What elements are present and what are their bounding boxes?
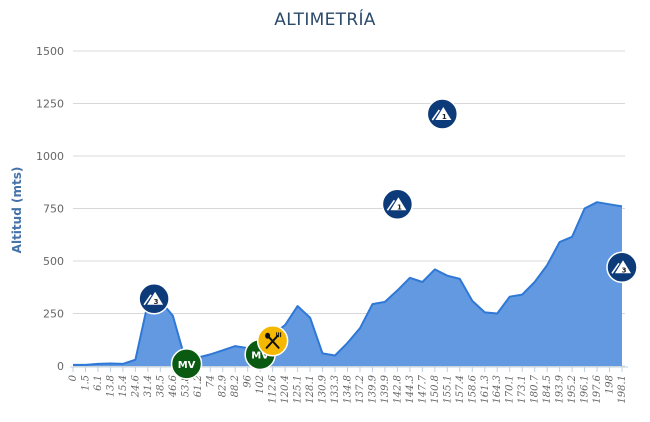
x-tick-label: 61.2	[193, 375, 204, 397]
mountain-icon: 3	[143, 291, 164, 306]
x-tick-label: 139.9	[367, 374, 378, 403]
x-tick-label: 173.1	[517, 375, 528, 404]
mv-label: MV	[251, 350, 269, 361]
mountain-marker[interactable]: 1	[426, 98, 459, 130]
x-tick-label: 133.3	[330, 375, 341, 404]
chart-title: ALTIMETRÍA	[274, 10, 376, 30]
x-tick-label: 112.6	[268, 374, 279, 403]
y-tick-label: 0	[57, 360, 64, 373]
x-tick-label: 130.9	[318, 374, 329, 403]
x-axis: 0 1.5 6.1 13.8 15.4 24.6 31.4 38.5 46.6 53.8 61.2 7…	[68, 366, 628, 404]
x-tick-label: 195.2	[567, 375, 578, 404]
y-tick-label: 1250	[36, 98, 64, 111]
x-tick-label: 197.6	[592, 374, 603, 403]
x-tick-label: 158.6	[467, 374, 478, 403]
x-tick-label: 161.3	[480, 375, 491, 404]
x-tick-label: 1.5	[80, 375, 91, 391]
x-tick-label: 147.7	[417, 374, 428, 403]
x-tick-label: 31.4	[143, 375, 154, 397]
category-label: 3	[154, 298, 159, 306]
y-tick-label: 1000	[36, 150, 64, 163]
category-label: 1	[397, 203, 402, 211]
fork-knife-icon	[265, 332, 282, 349]
x-tick-label: 196.1	[580, 375, 591, 404]
mv-marker[interactable]: MV	[170, 348, 203, 380]
x-tick-label: 24.6	[130, 374, 141, 398]
x-tick-label: 96	[243, 374, 254, 387]
x-tick-label: 137.2	[355, 375, 366, 404]
x-tick-label: 13.8	[105, 375, 116, 397]
x-tick-label: 102	[255, 375, 266, 394]
x-tick-label: 6.1	[93, 375, 104, 391]
mountain-marker[interactable]: 1	[381, 188, 414, 221]
mountain-marker[interactable]: 3	[606, 251, 638, 284]
x-tick-label: 88.2	[230, 375, 241, 397]
x-tick-label: 74	[205, 375, 216, 388]
y-tick-label: 500	[43, 255, 64, 268]
x-tick-label: 142.8	[392, 375, 403, 404]
x-tick-label: 15.4	[118, 375, 129, 397]
elevation-area	[73, 202, 622, 366]
x-tick-label: 155.1	[442, 375, 453, 404]
x-tick-label: 125.1	[293, 375, 304, 404]
x-tick-label: 134.8	[343, 375, 354, 404]
y-tick-label: 250	[43, 308, 64, 321]
y-axis-label: Altitud (mts)	[10, 167, 24, 254]
category-label: 3	[622, 266, 627, 274]
x-tick-label: 170.1	[505, 375, 516, 404]
x-tick-label: 128.1	[305, 375, 316, 404]
x-tick-label: 46.6	[168, 374, 179, 398]
mountain-marker[interactable]: 3	[138, 283, 170, 315]
x-tick-label: 144.3	[405, 375, 416, 404]
mountain-icon: 1	[386, 197, 407, 211]
x-tick-label: 198.1	[617, 375, 628, 404]
mv-label: MV	[178, 360, 196, 371]
x-tick-label: 53.8	[180, 375, 191, 397]
x-tick-label: 0	[68, 374, 79, 381]
y-tick-label: 750	[43, 203, 64, 216]
x-tick-label: 157.4	[455, 375, 466, 404]
markers: 3 MV MV 1 1 3	[138, 98, 638, 380]
x-tick-label: 180.7	[530, 374, 541, 403]
x-tick-label: 82.9	[218, 374, 229, 397]
food-marker[interactable]	[256, 325, 289, 357]
x-tick-label: 198	[605, 375, 616, 394]
x-tick-label: 193.9	[555, 374, 566, 403]
x-tick-label: 164.3	[492, 375, 503, 404]
mountain-icon: 1	[431, 107, 452, 121]
category-label: 1	[442, 113, 447, 121]
x-tick-label: 150.8	[430, 375, 441, 404]
mountain-icon: 3	[611, 260, 631, 274]
x-tick-label: 184.5	[542, 375, 553, 404]
x-tick-label: 38.5	[155, 375, 166, 397]
x-tick-label: 120.4	[280, 375, 291, 404]
y-tick-label: 1500	[36, 45, 64, 58]
x-tick-label: 139.9	[380, 374, 391, 403]
y-axis-ticks: 0 250 500 750 1000 1250 1500	[36, 45, 64, 373]
